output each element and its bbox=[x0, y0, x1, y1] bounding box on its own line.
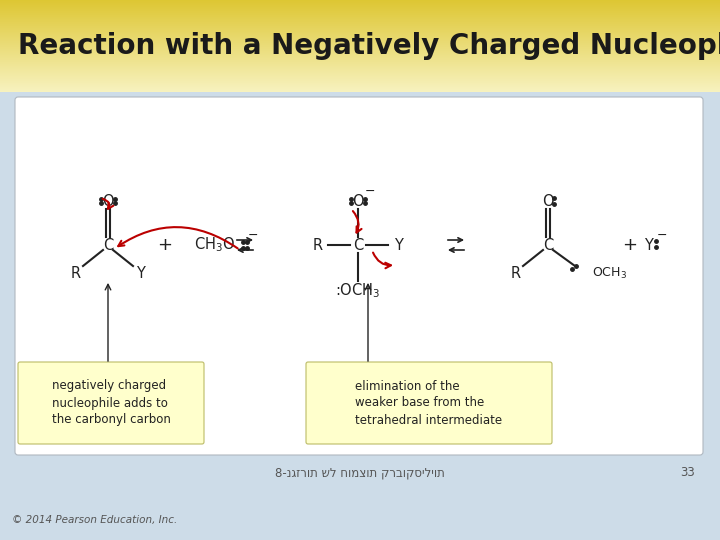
Text: +: + bbox=[158, 236, 173, 254]
Text: :OCH$_3$: :OCH$_3$ bbox=[336, 282, 381, 300]
Text: CH$_3$O: CH$_3$O bbox=[194, 235, 235, 254]
Text: negatively charged
nucleophile adds to
the carbonyl carbon: negatively charged nucleophile adds to t… bbox=[52, 380, 171, 427]
Text: C: C bbox=[103, 238, 113, 253]
Text: R: R bbox=[71, 266, 81, 280]
Text: OCH$_3$: OCH$_3$ bbox=[592, 266, 627, 281]
Text: −: − bbox=[248, 228, 258, 241]
FancyArrowPatch shape bbox=[373, 253, 391, 268]
Text: Y: Y bbox=[394, 238, 402, 253]
Text: C: C bbox=[543, 238, 553, 253]
Text: © 2014 Pearson Education, Inc.: © 2014 Pearson Education, Inc. bbox=[12, 515, 177, 525]
Text: 8-נגזרות של חומצות קרבוקסיליות: 8-נגזרות של חומצות קרבוקסיליות bbox=[275, 467, 445, 480]
Text: R: R bbox=[511, 266, 521, 280]
FancyArrowPatch shape bbox=[118, 227, 238, 248]
Text: −: − bbox=[365, 185, 375, 198]
Text: +: + bbox=[623, 236, 637, 254]
Text: elimination of the
weaker base from the
tetrahedral intermediate: elimination of the weaker base from the … bbox=[356, 380, 503, 427]
Text: Y: Y bbox=[135, 266, 145, 280]
FancyBboxPatch shape bbox=[15, 97, 703, 455]
Text: O: O bbox=[352, 193, 364, 208]
Text: Reaction with a Negatively Charged Nucleophile: Reaction with a Negatively Charged Nucle… bbox=[18, 32, 720, 60]
Text: R: R bbox=[313, 238, 323, 253]
FancyBboxPatch shape bbox=[306, 362, 552, 444]
Text: O: O bbox=[542, 193, 554, 208]
Text: −: − bbox=[657, 228, 667, 241]
Text: 33: 33 bbox=[680, 467, 695, 480]
Text: O: O bbox=[102, 193, 114, 208]
Text: C: C bbox=[353, 238, 363, 253]
Text: Y: Y bbox=[644, 238, 652, 253]
FancyArrowPatch shape bbox=[103, 199, 113, 209]
FancyBboxPatch shape bbox=[18, 362, 204, 444]
FancyArrowPatch shape bbox=[353, 211, 361, 233]
